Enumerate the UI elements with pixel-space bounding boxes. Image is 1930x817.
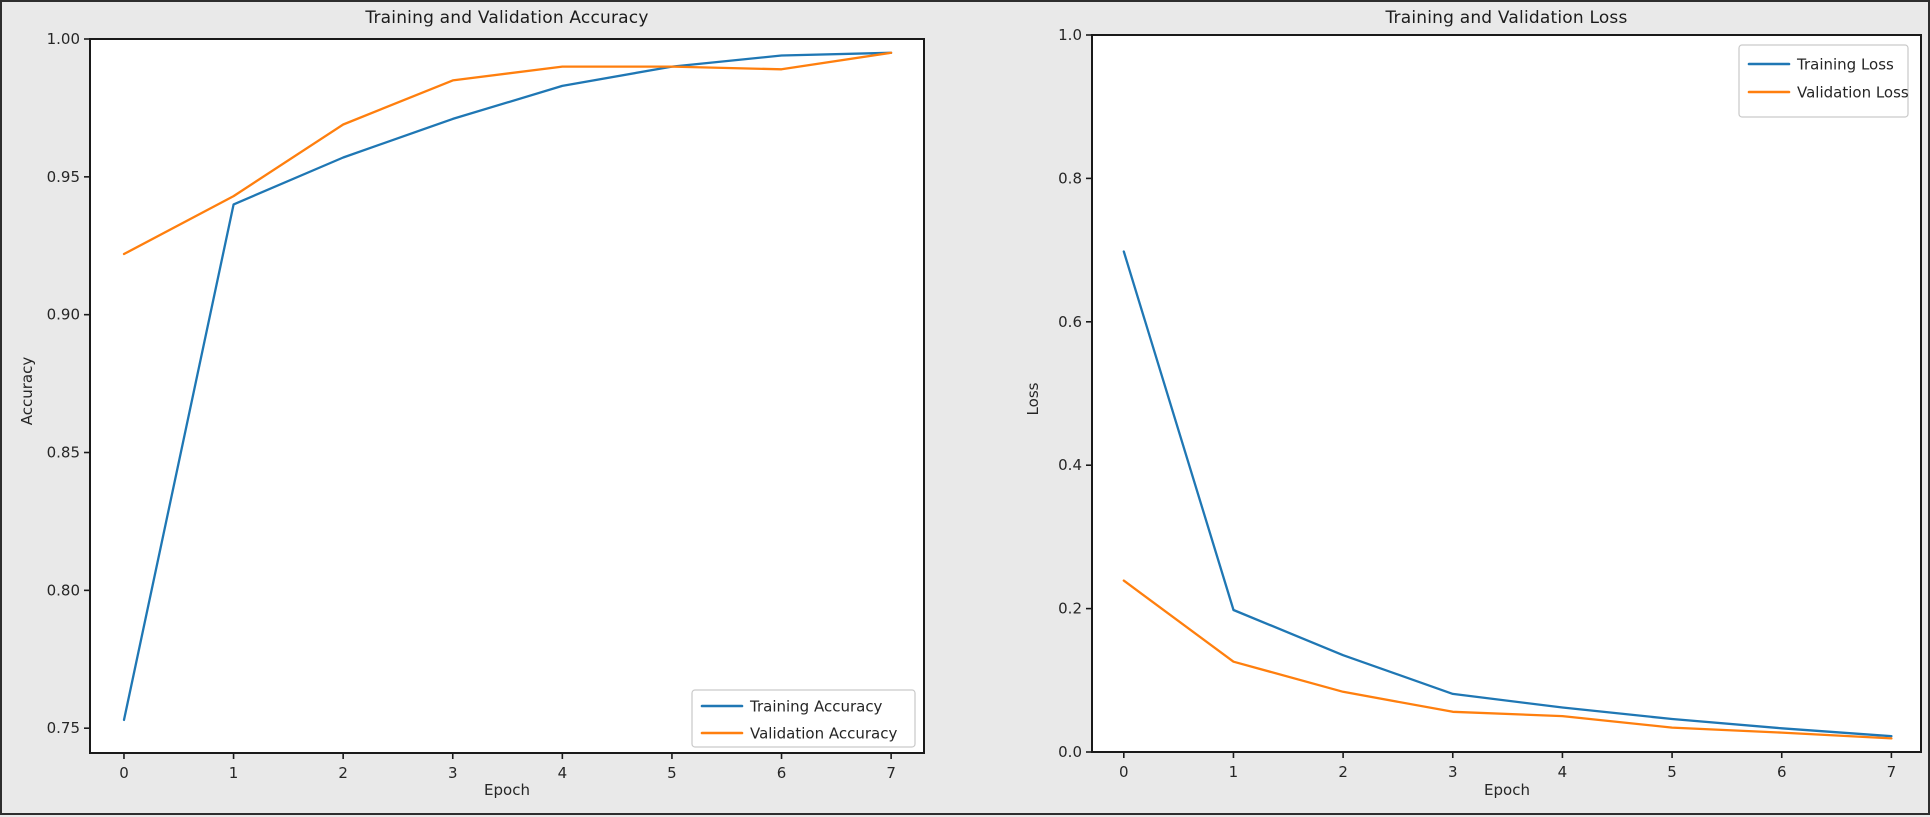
x-tick-label: 2 xyxy=(1338,763,1348,781)
y-tick-label: 1.00 xyxy=(47,30,80,48)
x-tick-label: 0 xyxy=(119,764,129,782)
validation-accuracy-line xyxy=(122,51,893,256)
x-tick-label: 4 xyxy=(558,764,568,782)
y-tick-label: 1.0 xyxy=(1058,26,1082,44)
legend-label: Validation Accuracy xyxy=(750,725,897,743)
training-loss-line xyxy=(1122,250,1893,738)
legend-label: Training Loss xyxy=(1796,56,1894,74)
legend-lower-right: Training Accuracy Validation Accuracy xyxy=(691,689,916,748)
plot-border xyxy=(1091,34,1922,753)
x-tick-label: 4 xyxy=(1558,763,1568,781)
training-accuracy-line xyxy=(122,51,893,722)
y-tick-label: 0.75 xyxy=(47,719,80,737)
plot-background xyxy=(90,39,924,753)
x-tick-label: 6 xyxy=(777,764,787,782)
x-tick-label: 3 xyxy=(1448,763,1458,781)
plot-border xyxy=(89,38,925,754)
x-tick-label: 5 xyxy=(667,764,677,782)
x-tick-label: 3 xyxy=(448,764,458,782)
left-chart-yaxis-label: Accuracy xyxy=(18,356,36,426)
x-tick-label: 1 xyxy=(229,764,239,782)
y-tick-label: 0.8 xyxy=(1058,169,1082,187)
y-tick-label: 0.80 xyxy=(47,581,80,599)
x-tick-label: 6 xyxy=(1777,763,1787,781)
right-chart-xaxis-label: Epoch xyxy=(1484,781,1530,799)
x-tick-label: 5 xyxy=(1667,763,1677,781)
legend-upper-right: Training Loss Validation Loss xyxy=(1738,44,1909,118)
legend-box xyxy=(691,689,916,748)
x-tick-label: 1 xyxy=(1229,763,1239,781)
y-tick-label: 0.6 xyxy=(1058,313,1082,331)
y-tick-label: 0.85 xyxy=(47,444,80,462)
y-tick-label: 0.2 xyxy=(1058,600,1082,618)
y-tick-label: 0.4 xyxy=(1058,456,1082,474)
left-chart-xaxis-label: Epoch xyxy=(484,781,530,799)
y-tick-label: 0.95 xyxy=(47,168,80,186)
right-chart-title: Training and Validation Loss xyxy=(1385,8,1628,28)
y-tick-label: 0.0 xyxy=(1058,743,1082,761)
legend-label: Training Accuracy xyxy=(749,698,883,716)
left-chart-title: Training and Validation Accuracy xyxy=(365,8,649,28)
right-chart-yaxis-label: Loss xyxy=(1024,382,1042,416)
chart-training-and-validation-loss: 0 1 2 3 4 5 6 7 0.0 0.2 0.4 0.6 0.8 1.0 Training Loss V… xyxy=(1058,26,1922,781)
plot-background xyxy=(1092,35,1921,752)
x-tick-label: 7 xyxy=(1887,763,1897,781)
x-tick-label: 0 xyxy=(1119,763,1129,781)
chart-training-and-validation-accuracy: 0 1 2 3 4 5 6 7 0.75 0.80 0.85 0.90 0.95 1.00 Training… xyxy=(47,30,925,782)
validation-loss-line xyxy=(1122,579,1893,740)
y-tick-label: 0.90 xyxy=(47,306,80,324)
x-tick-label: 7 xyxy=(886,764,896,782)
x-tick-label: 2 xyxy=(338,764,348,782)
legend-label: Validation Loss xyxy=(1797,84,1909,102)
